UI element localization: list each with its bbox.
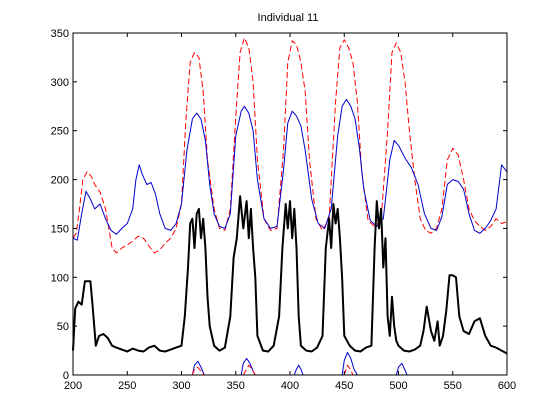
series-line-8 <box>293 364 304 376</box>
y-axis: 0 50 100 150 200 250 300 350 <box>51 28 507 382</box>
plot-area <box>72 32 508 376</box>
y-tick-label: 0 <box>63 370 69 382</box>
x-tick-label: 200 <box>64 380 82 392</box>
series-line-10 <box>343 364 354 376</box>
series-line-5 <box>191 366 205 376</box>
y-tick-label: 200 <box>51 175 69 187</box>
x-tick-label: 500 <box>389 380 407 392</box>
y-tick-label: 350 <box>51 28 69 40</box>
series-line-9 <box>341 352 358 376</box>
y-tick-label: 100 <box>51 272 69 284</box>
x-tick-label: 550 <box>444 380 462 392</box>
x-axis: 200 250 300 350 400 450 500 550 600 <box>64 33 516 392</box>
y-tick-label: 300 <box>51 77 69 89</box>
series-line-1 <box>72 37 508 254</box>
y-tick-label: 250 <box>51 126 69 138</box>
x-tick-label: 250 <box>118 380 136 392</box>
x-tick-label: 400 <box>281 380 299 392</box>
y-tick-label: 50 <box>57 321 69 333</box>
series-line-11 <box>395 362 408 376</box>
series-line-7 <box>242 364 256 376</box>
x-tick-label: 300 <box>172 380 190 392</box>
x-tick-label: 600 <box>498 380 516 392</box>
x-tick-label: 350 <box>227 380 245 392</box>
chart-title: Individual 11 <box>258 12 319 24</box>
series-line-3 <box>72 195 508 355</box>
x-tick-label: 450 <box>335 380 353 392</box>
series-line-2 <box>72 98 508 241</box>
y-tick-label: 150 <box>51 223 69 235</box>
series-layer <box>72 37 508 376</box>
series-line-4 <box>191 360 205 376</box>
